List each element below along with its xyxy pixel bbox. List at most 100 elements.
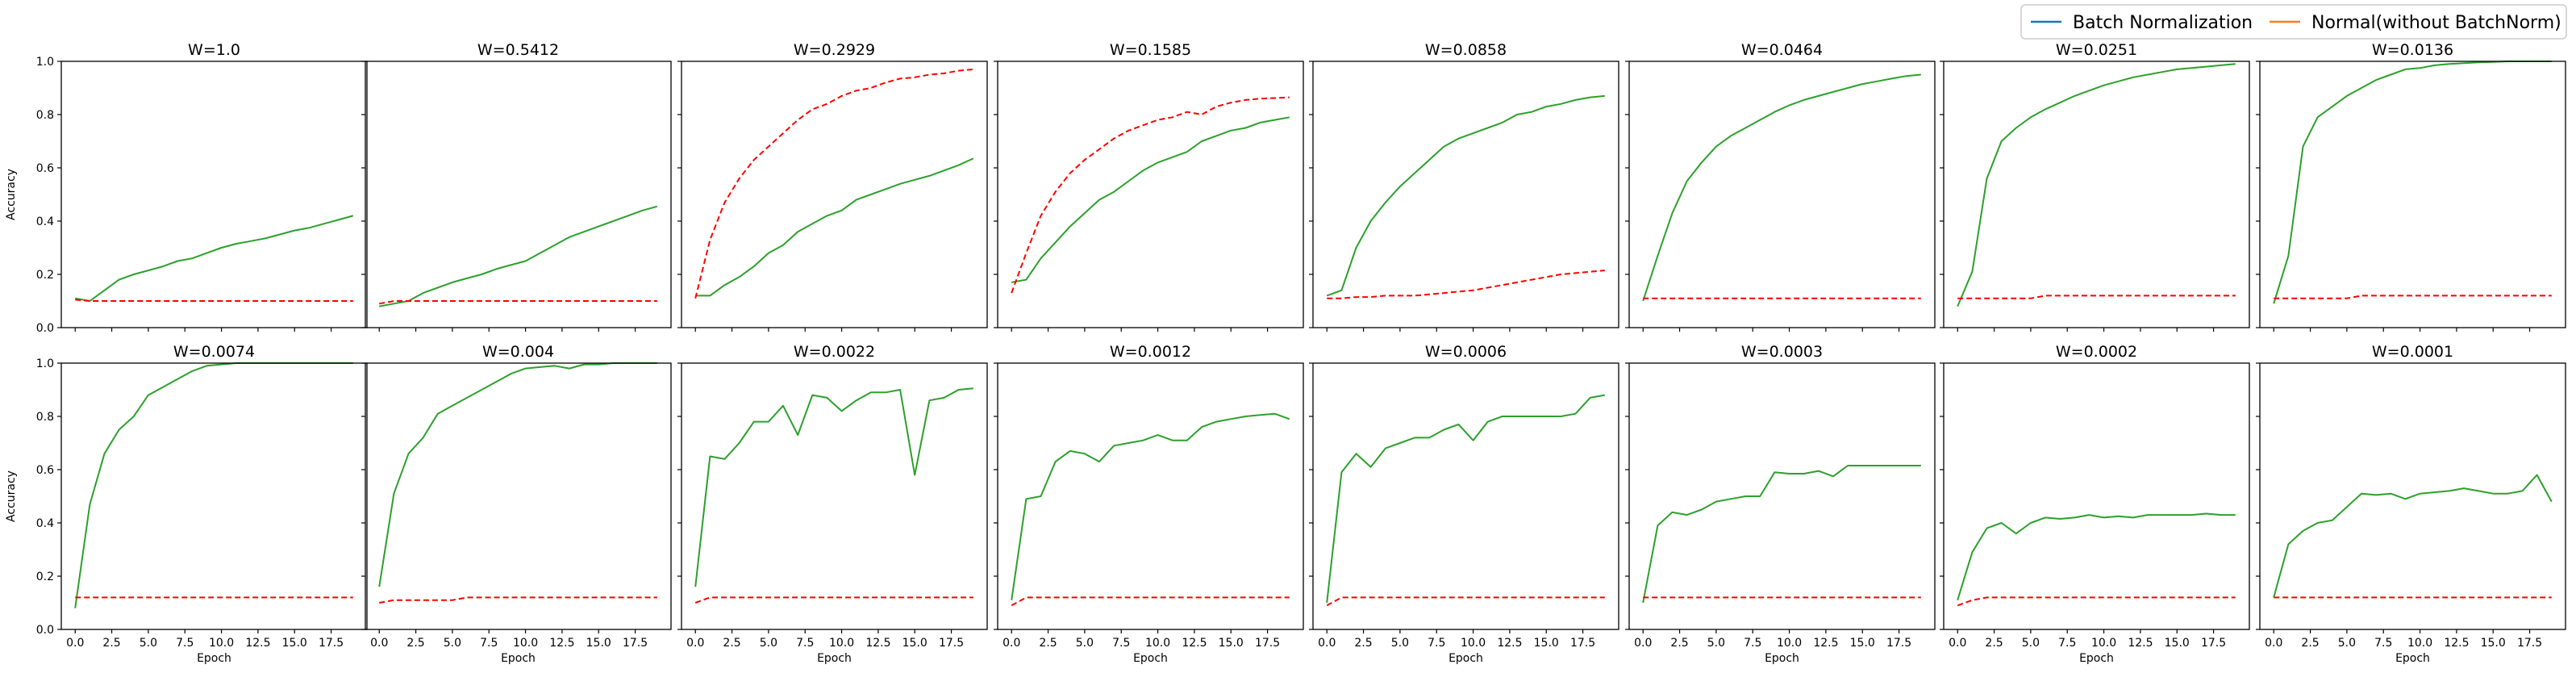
x-tick-label: 7.5 [2058,637,2076,650]
series-line-normal [694,68,973,299]
x-tick-label: 15.0 [902,637,927,650]
x-tick-label: 7.5 [176,637,194,650]
x-tick-label: 12.5 [865,637,890,650]
subplot-w-1-0: W=1.0 0.0 0.2 0.4 0.6 0.8 1.0 Accuracy [5,41,368,335]
x-tick-label: 17.5 [1570,637,1595,650]
x-tick-label: 0.0 [1634,637,1652,650]
x-tick-label: 7.5 [2374,637,2392,650]
series-line-batch-normalization [1642,73,1921,302]
x-tick-label: 17.5 [623,637,648,650]
x-tick-label: 5.0 [1707,637,1725,650]
series-line-batch-normalization [1957,512,2236,600]
x-tick-label: 10.0 [829,637,854,650]
subplot-title: W=0.0001 [2372,343,2453,361]
x-tick-label: 7.5 [796,637,814,650]
subplot-w-0-0858: W=0.0858 [1309,41,1619,332]
axes-frame [1628,61,1936,328]
x-tick-label: 15.0 [1850,637,1875,650]
x-tick-label: 0.0 [1002,637,1020,650]
x-tick-label: 2.5 [102,637,120,650]
x-tick-label: 15.0 [2165,637,2190,650]
x-tick-label: 5.0 [2022,637,2040,650]
axes-frame [681,61,988,328]
x-tick-label: 2.5 [723,637,740,650]
subplot-title: W=0.0002 [2056,343,2137,361]
x-tick-label: 2.5 [406,637,424,650]
x-tick-label: 17.5 [2201,637,2226,650]
series-line-batch-normalization [1011,116,1290,283]
axes-frame [2259,61,2566,328]
x-tick-label: 12.5 [1497,637,1522,650]
x-tick-label: 17.5 [319,637,344,650]
subplot-title: W=0.2929 [794,41,875,59]
subplot-title: W=0.5412 [477,41,559,59]
x-tick-label: 2.5 [1039,637,1057,650]
subplot-grid: W=1.0 0.0 0.2 0.4 0.6 0.8 1.0 Accuracy W=0.5412 W… [5,41,2566,665]
axes-frame [997,61,1304,328]
x-tick-label: 12.5 [1813,637,1838,650]
axes-frame [60,362,368,630]
axes-frame [997,362,1304,630]
x-tick-label: 10.0 [1461,637,1486,650]
subplot-w-0-0006: W=0.0006 0.0 2.5 5.0 7.5 10.0 12.5 15.0 17.5 Epoc… [1309,343,1619,665]
subplot-title: W=0.004 [482,343,554,361]
x-tick-label: 5.0 [2338,637,2356,650]
subplot-w-0-0074: W=0.0074 0.0 0.2 0.4 0.6 0.8 1.0 0.0 2.5 5.0 7.5 10… [5,343,368,665]
subplot-title: W=0.0012 [1110,343,1191,361]
series-line-normal [1326,596,1605,607]
subplot-title: W=0.0006 [1425,343,1507,361]
y-tick-label: 0.8 [36,109,54,122]
x-tick-label: 15.0 [2481,637,2506,650]
x-tick-label: 12.5 [245,637,270,650]
x-tick-label: 15.0 [586,637,611,650]
axes-frame [1312,61,1619,328]
series-line-batch-normalization [1642,465,1921,604]
x-tick-label: 12.5 [1182,637,1207,650]
x-tick-label: 15.0 [1219,637,1244,650]
series-line-batch-normalization [75,215,354,302]
x-tick-label: 7.5 [480,637,498,650]
series-line-normal [379,300,657,305]
x-tick-label: 12.5 [2128,637,2153,650]
subplot-w-0-1585: W=0.1585 [994,41,1304,332]
x-tick-label: 12.5 [549,637,574,650]
y-axis-label: Accuracy [5,169,18,220]
axes-frame [365,362,672,630]
y-tick-label: 0.8 [36,411,54,424]
legend-label-batch-normalization: Batch Normalization [2073,13,2253,33]
axes-frame [60,61,368,328]
x-tick-label: 5.0 [444,637,461,650]
series-line-batch-normalization [1011,412,1290,600]
series-line-normal [1327,270,1605,299]
x-tick-label: 10.0 [2407,637,2432,650]
x-tick-label: 17.5 [2517,637,2542,650]
axes-frame [2259,362,2566,630]
x-tick-label: 7.5 [1744,637,1761,650]
series-line-normal [1011,596,1290,607]
series-line-batch-normalization [695,157,974,297]
x-axis-label: Epoch [1133,652,1168,665]
x-tick-label: 10.0 [513,637,538,650]
legend-label-normal: Normal(without BatchNorm) [2311,13,2561,33]
series-line-batch-normalization [2273,61,2552,304]
series-line-batch-normalization [1957,63,2236,307]
x-tick-label: 2.5 [1985,637,2003,650]
subplot-title: W=0.0003 [1741,343,1823,361]
legend: Batch Normalization Normal(without Batch… [2020,4,2567,40]
y-tick-label: 0.2 [36,571,54,583]
subplot-w-0-5412: W=0.5412 [361,41,672,332]
x-axis-label: Epoch [2079,652,2114,665]
x-tick-label: 10.0 [209,637,234,650]
y-tick-label: 0.0 [36,624,54,637]
x-axis-label: Epoch [1448,652,1483,665]
x-tick-label: 0.0 [1318,637,1336,650]
y-tick-label: 0.4 [36,517,54,530]
x-tick-label: 17.5 [1255,637,1280,650]
series-line-batch-normalization [74,362,353,608]
subplot-w-0-0002: W=0.0002 0.0 2.5 5.0 7.5 10.0 12.5 15.0 17.5 Epoc… [1940,343,2250,665]
x-tick-label: 2.5 [1354,637,1372,650]
axes-frame [681,362,988,630]
y-tick-label: 1.0 [36,56,54,69]
subplot-title: W=0.0074 [173,343,255,361]
